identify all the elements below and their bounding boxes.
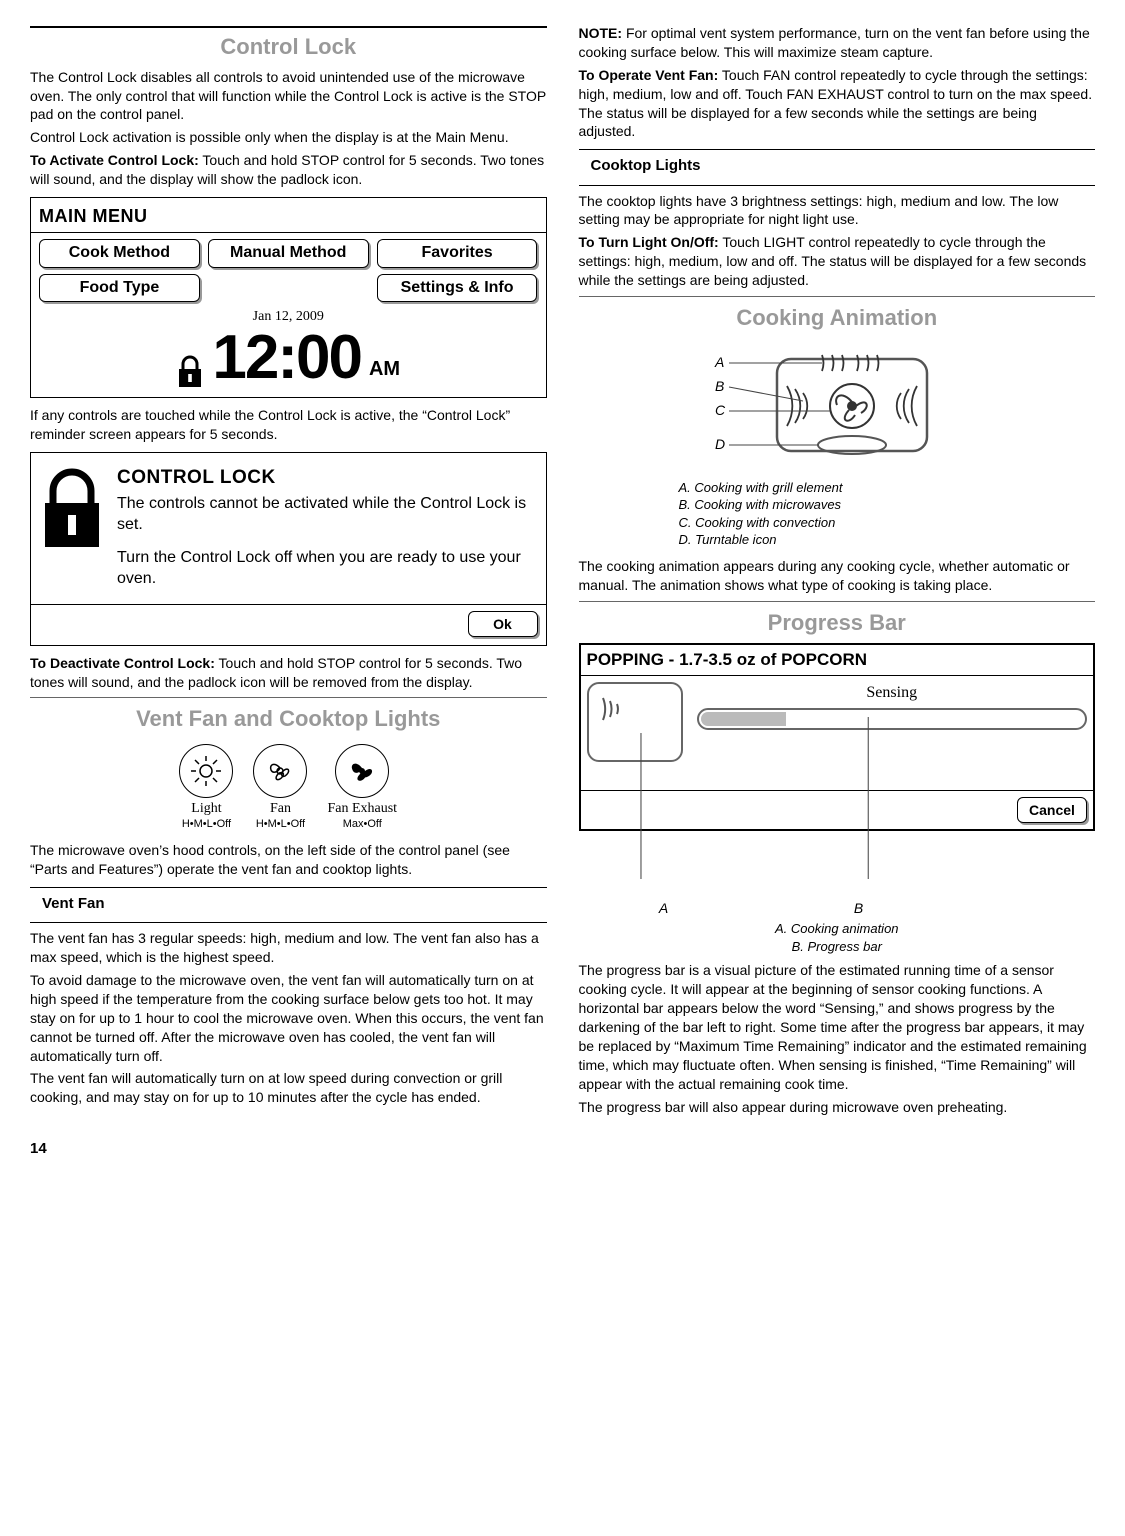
progress-screen: POPPING - 1.7-3.5 oz of POPCORN (579, 643, 1096, 831)
prog-p1: The progress bar is a visual picture of … (579, 961, 1096, 1093)
control-lock-heading: Control Lock (30, 32, 547, 62)
favorites-button[interactable]: Favorites (377, 239, 538, 267)
control-lock-msg1: The controls cannot be activated while t… (117, 494, 538, 536)
main-menu-screen: MAIN MENU Cook Method Manual Method Favo… (30, 197, 547, 398)
control-lock-p1: The Control Lock disables all controls t… (30, 68, 547, 125)
cooktop-p2: To Turn Light On/Off: Touch LIGHT contro… (579, 233, 1096, 290)
callout-a: A (714, 354, 724, 370)
control-lock-screen: CONTROL LOCK The controls cannot be acti… (30, 452, 547, 646)
main-menu-title: MAIN MENU (39, 204, 538, 228)
main-menu-ampm: AM (369, 356, 400, 383)
cancel-button[interactable]: Cancel (1017, 797, 1087, 823)
cooking-anim-box (587, 682, 683, 762)
vent-heading: Vent Fan and Cooktop Lights (30, 704, 547, 734)
control-lock-p5: To Deactivate Control Lock: Touch and ho… (30, 654, 547, 692)
control-lock-title: CONTROL LOCK (117, 465, 538, 491)
callout-c: C (715, 402, 726, 418)
vent-p1: The microwave oven’s hood controls, on t… (30, 841, 547, 879)
food-type-button[interactable]: Food Type (39, 274, 200, 302)
fan-exhaust-control: Fan Exhaust Max•Off (327, 744, 397, 831)
vent-operate: To Operate Vent Fan: Touch FAN control r… (579, 66, 1096, 142)
light-icon (189, 754, 223, 788)
fan-control: Fan H•M•L•Off (253, 744, 307, 831)
cooktop-p1: The cooktop lights have 3 brightness set… (579, 192, 1096, 230)
prog-p2: The progress bar will also appear during… (579, 1098, 1096, 1117)
sensing-label: Sensing (697, 682, 1088, 704)
cooking-animation-heading: Cooking Animation (579, 303, 1096, 333)
vent-p4: The vent fan will automatically turn on … (30, 1069, 547, 1107)
control-lock-p2: Control Lock activation is possible only… (30, 128, 547, 147)
cooktop-lights-sub: Cooktop Lights (591, 156, 1096, 176)
control-lock-msg2: Turn the Control Lock off when you are r… (117, 548, 538, 590)
prog-callout-b: B (749, 899, 969, 918)
callout-d: D (715, 436, 725, 452)
main-menu-clock: 12:00 (212, 327, 361, 389)
page-number: 14 (30, 1139, 1095, 1159)
cooking-animation-diagram: A B C D (657, 341, 1017, 471)
cook-method-button[interactable]: Cook Method (39, 239, 200, 267)
vent-fan-sub: Vent Fan (42, 894, 547, 914)
prog-legend: A. Cooking animation B. Progress bar (579, 920, 1096, 955)
settings-info-button[interactable]: Settings & Info (377, 274, 538, 302)
vent-p3: To avoid damage to the microwave oven, t… (30, 971, 547, 1065)
vent-controls: Light H•M•L•Off Fan H•M•L•Off Fan Exhaus… (30, 744, 547, 831)
microwave-arcs-icon (597, 692, 631, 726)
vent-note: NOTE: For optimal vent system performanc… (579, 24, 1096, 62)
fan-icon (263, 754, 297, 788)
fan-exhaust-icon (345, 754, 379, 788)
manual-method-button[interactable]: Manual Method (208, 239, 369, 267)
control-lock-p4: If any controls are touched while the Co… (30, 406, 547, 444)
progress-bar-heading: Progress Bar (579, 608, 1096, 638)
light-control: Light H•M•L•Off (179, 744, 233, 831)
progress-title: POPPING - 1.7-3.5 oz of POPCORN (587, 649, 1088, 672)
padlock-icon (176, 355, 204, 389)
vent-p2: The vent fan has 3 regular speeds: high,… (30, 929, 547, 967)
prog-callout-a: A (579, 899, 749, 918)
left-column: Control Lock The Control Lock disables a… (30, 20, 547, 1121)
anim-p1: The cooking animation appears during any… (579, 557, 1096, 595)
progress-bar (697, 708, 1088, 730)
anim-legend: A. Cooking with grill element B. Cooking… (679, 479, 1096, 549)
padlock-large-icon (39, 465, 105, 551)
ok-button[interactable]: Ok (468, 611, 538, 637)
right-column: NOTE: For optimal vent system performanc… (579, 20, 1096, 1121)
callout-b: B (715, 378, 724, 394)
control-lock-p3: To Activate Control Lock: Touch and hold… (30, 151, 547, 189)
